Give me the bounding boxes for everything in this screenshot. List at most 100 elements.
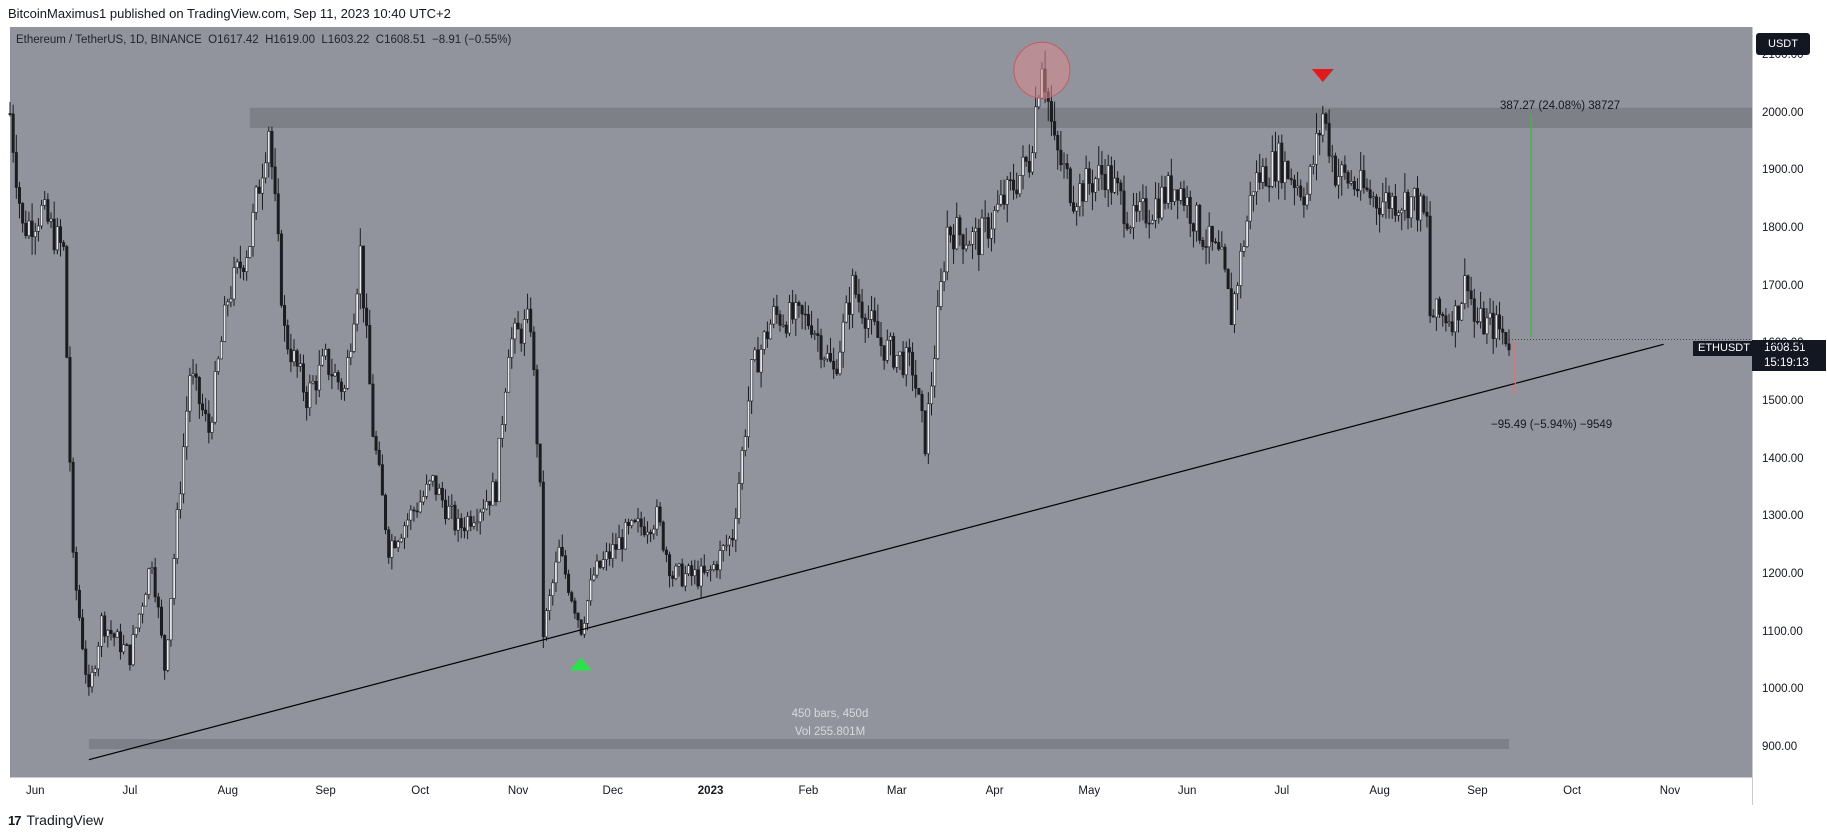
candle-body bbox=[279, 233, 283, 306]
candle-body bbox=[731, 537, 735, 541]
price-tick-label: 1500.00 bbox=[1762, 395, 1804, 407]
candle-body bbox=[443, 499, 447, 520]
date-range-info: 450 bars, 450d Vol 255.801M bbox=[700, 705, 960, 741]
candle-body bbox=[1270, 151, 1274, 187]
time-tick-label: May bbox=[1078, 785, 1101, 797]
candle-body bbox=[1444, 315, 1448, 324]
candle-body bbox=[1185, 197, 1189, 206]
candle-body bbox=[488, 501, 492, 506]
candle-body bbox=[349, 351, 353, 358]
legend-close: 1608.51 bbox=[384, 34, 426, 46]
candle-body bbox=[614, 544, 618, 550]
price-axis[interactable] bbox=[1752, 27, 1827, 805]
candle-body bbox=[210, 421, 214, 433]
candle-body bbox=[1166, 175, 1170, 204]
candle-body bbox=[1384, 192, 1388, 203]
time-tick-label: Mar bbox=[886, 785, 907, 797]
candle-body bbox=[945, 226, 949, 273]
candle-body bbox=[690, 565, 694, 577]
last-price: 1608.51 bbox=[1764, 342, 1806, 354]
candle-body bbox=[832, 360, 836, 370]
candle-body bbox=[967, 244, 971, 246]
candle-body bbox=[977, 227, 981, 255]
legend-low-label: L bbox=[321, 34, 328, 46]
candle-body bbox=[1195, 204, 1199, 232]
chart-pane[interactable] bbox=[10, 27, 1752, 777]
candle-body bbox=[1362, 170, 1366, 189]
candle-body bbox=[1236, 285, 1240, 295]
candle-body bbox=[1460, 303, 1464, 321]
candle-body bbox=[1302, 196, 1306, 206]
price-tick-label: 1400.00 bbox=[1762, 452, 1804, 465]
candle-body bbox=[11, 113, 15, 153]
candle-body bbox=[604, 551, 608, 560]
candle-body bbox=[866, 319, 870, 329]
candle-body bbox=[440, 487, 444, 501]
candle-body bbox=[1188, 197, 1192, 224]
candle-body bbox=[652, 528, 656, 535]
up-triangle-marker bbox=[570, 657, 593, 671]
candle-body bbox=[721, 545, 725, 551]
candle-body bbox=[907, 347, 911, 353]
candle-body bbox=[961, 234, 965, 250]
candle-body bbox=[816, 333, 820, 336]
candle-body bbox=[1299, 185, 1303, 198]
candle-body bbox=[74, 552, 78, 591]
time-axis[interactable] bbox=[10, 777, 1752, 805]
candle-body bbox=[472, 522, 476, 527]
candle-body bbox=[1198, 204, 1202, 241]
candle-body bbox=[784, 324, 788, 334]
time-tick-label: Nov bbox=[507, 785, 529, 797]
candle-body bbox=[955, 217, 959, 250]
candle-body bbox=[586, 600, 590, 624]
candle-body bbox=[1220, 246, 1224, 250]
candle-body bbox=[936, 306, 940, 359]
candle-body bbox=[1308, 166, 1312, 195]
footer-brand: TradingView bbox=[26, 812, 104, 828]
currency-button[interactable]: USDT bbox=[1756, 33, 1810, 55]
candle-body bbox=[1125, 223, 1129, 230]
price-tick-label: 1600.00 bbox=[1762, 337, 1804, 350]
candle-body bbox=[870, 310, 874, 320]
candle-body bbox=[1053, 121, 1057, 136]
candle-body bbox=[283, 305, 287, 326]
candle-body bbox=[1176, 189, 1180, 201]
candle-body bbox=[573, 600, 577, 614]
candle-body bbox=[958, 217, 962, 236]
candle-body bbox=[1094, 178, 1098, 193]
candle-body bbox=[1479, 308, 1483, 323]
candle-body bbox=[273, 166, 277, 195]
candle-body bbox=[412, 509, 416, 512]
candle-body bbox=[131, 634, 135, 666]
candle-body bbox=[778, 314, 782, 326]
candle-body bbox=[49, 218, 53, 222]
candle-body bbox=[1264, 166, 1268, 187]
candle-body bbox=[1018, 175, 1022, 195]
candle-body bbox=[1346, 172, 1350, 184]
candle-body bbox=[592, 574, 596, 581]
candle-body bbox=[1078, 183, 1082, 208]
candle-body bbox=[1090, 183, 1094, 193]
candle-body bbox=[630, 520, 634, 526]
candle-body bbox=[1062, 163, 1066, 166]
candle-body bbox=[257, 186, 261, 194]
candle-body bbox=[503, 391, 507, 425]
candle-body bbox=[1154, 198, 1158, 221]
candle-body bbox=[696, 569, 700, 587]
candle-body bbox=[1488, 312, 1492, 319]
candle-body bbox=[1292, 179, 1296, 188]
candle-body bbox=[90, 672, 94, 688]
candle-body bbox=[1482, 308, 1486, 335]
price-tick-label: 1900.00 bbox=[1762, 164, 1804, 177]
candle-body bbox=[693, 569, 697, 577]
candle-body bbox=[674, 565, 678, 579]
candle-body bbox=[264, 162, 268, 179]
candle-body bbox=[393, 540, 397, 548]
candle-body bbox=[46, 199, 50, 222]
candle-body bbox=[384, 494, 388, 531]
candle-body bbox=[1356, 188, 1360, 192]
candle-body bbox=[1135, 205, 1139, 212]
candle-body bbox=[642, 526, 646, 536]
footer: 17 TradingView bbox=[8, 812, 104, 828]
candle-body bbox=[1248, 195, 1252, 222]
